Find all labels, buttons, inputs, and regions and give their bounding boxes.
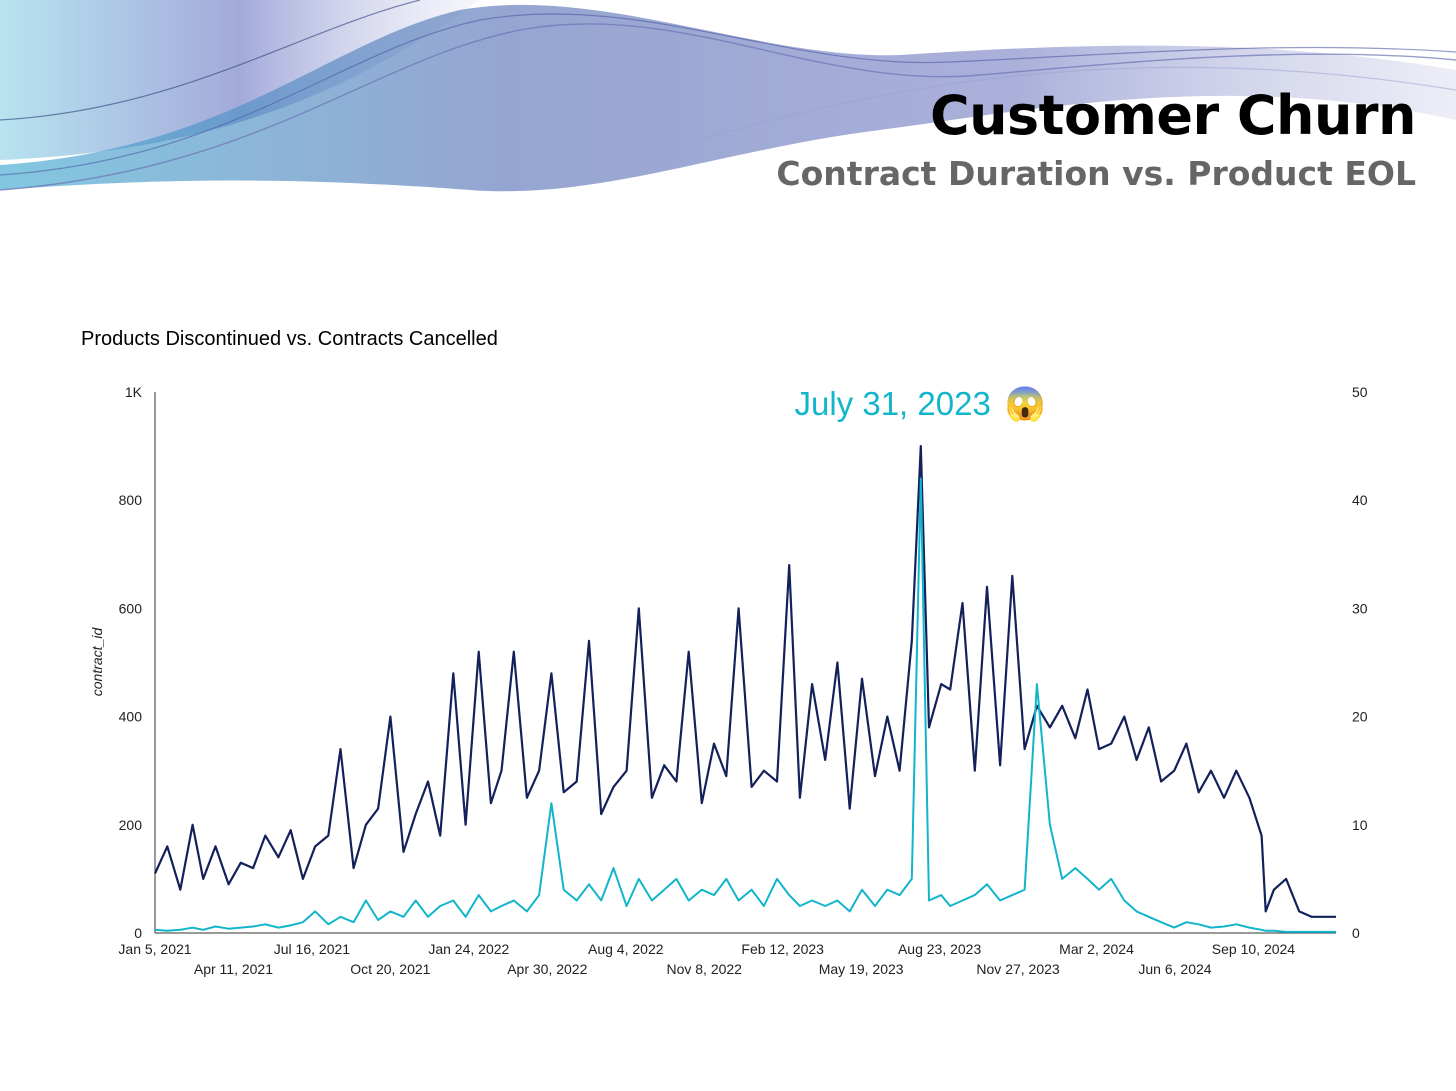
x-tick-label: May 19, 2023 — [819, 961, 904, 977]
x-tick-label: Nov 8, 2022 — [666, 961, 742, 977]
annotation-emoji: 😱 — [1005, 385, 1046, 424]
left-tick-label: 400 — [119, 709, 143, 725]
left-tick-label: 800 — [119, 492, 143, 508]
annotation-text: July 31, 2023 — [794, 385, 990, 422]
x-tick-label: Jan 5, 2021 — [118, 941, 191, 957]
left-tick-label: 0 — [134, 925, 142, 941]
right-tick-label: 40 — [1352, 492, 1368, 508]
left-axis-label: contract_id — [89, 627, 105, 697]
left-tick-label: 600 — [119, 600, 143, 616]
x-tick-label: Nov 27, 2023 — [976, 961, 1059, 977]
right-tick-label: 50 — [1352, 384, 1368, 400]
x-tick-label: Apr 11, 2021 — [194, 961, 273, 977]
right-tick-label: 10 — [1352, 817, 1368, 833]
x-tick-label: Aug 23, 2023 — [898, 941, 982, 957]
x-tick-label: Jul 16, 2021 — [274, 941, 350, 957]
x-tick-label: Mar 2, 2024 — [1059, 941, 1134, 957]
x-tick-label: Feb 12, 2023 — [741, 941, 824, 957]
series-line-products-discontinued — [154, 477, 1336, 933]
x-tick-label: Jan 24, 2022 — [428, 941, 509, 957]
x-tick-label: Oct 20, 2021 — [350, 961, 430, 977]
header-banner-graphic — [0, 0, 1456, 192]
chart-title: Products Discontinued vs. Contracts Canc… — [81, 328, 498, 350]
annotation: July 31, 2023 😱 — [794, 385, 1045, 424]
x-tick-label: Sep 10, 2024 — [1212, 941, 1296, 957]
right-tick-label: 0 — [1352, 925, 1360, 941]
right-tick-label: 30 — [1352, 600, 1368, 616]
left-tick-label: 200 — [119, 817, 143, 833]
series-line-contracts-cancelled — [153, 445, 1336, 918]
x-tick-label: Aug 4, 2022 — [588, 941, 664, 957]
page-title: Customer Churn — [929, 84, 1417, 147]
right-axis-ticks: 0 10 20 30 40 50 — [1352, 384, 1368, 941]
left-tick-label: 1K — [125, 384, 143, 400]
x-tick-label: Apr 30, 2022 — [507, 961, 587, 977]
left-axis-ticks: 0 200 400 600 800 1K — [119, 384, 143, 941]
x-tick-label: Jun 6, 2024 — [1138, 961, 1211, 977]
right-tick-label: 20 — [1352, 709, 1368, 725]
page-subtitle: Contract Duration vs. Product EOL — [776, 154, 1416, 193]
